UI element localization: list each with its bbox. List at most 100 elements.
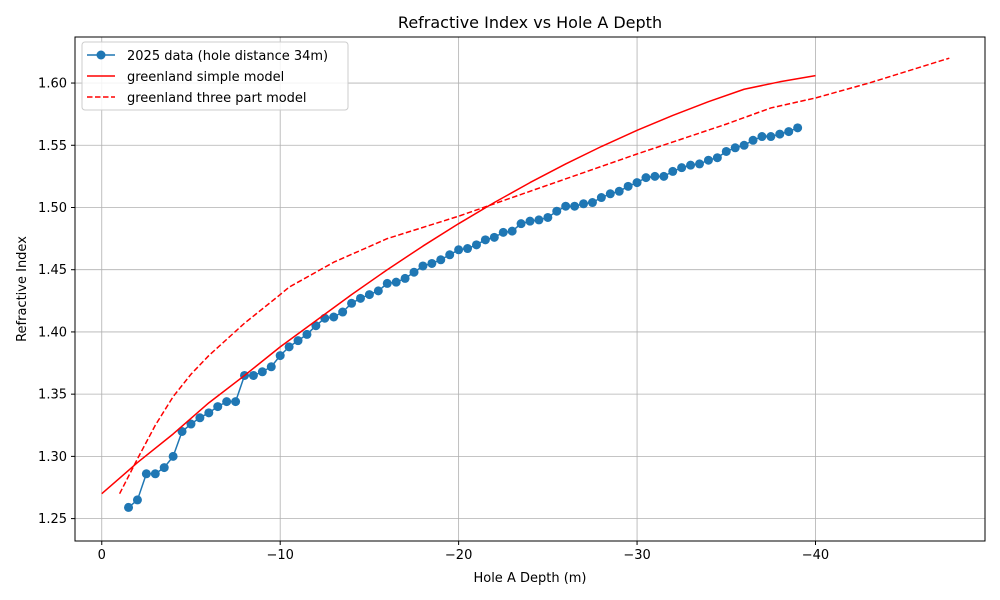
data-point bbox=[418, 261, 428, 271]
series-greenland-simple-model bbox=[101, 74, 816, 495]
x-tick-label: −10 bbox=[266, 548, 293, 563]
data-point bbox=[338, 307, 348, 317]
data-point bbox=[427, 258, 437, 268]
grid bbox=[75, 37, 985, 541]
data-point bbox=[248, 370, 258, 380]
x-tick-label: −30 bbox=[623, 548, 650, 563]
y-tick-label: 1.40 bbox=[38, 325, 67, 340]
data-point bbox=[364, 290, 374, 300]
data-point bbox=[668, 166, 678, 176]
legend-label-simple-model: greenland simple model bbox=[127, 70, 284, 85]
data-point bbox=[266, 362, 276, 372]
data-point bbox=[614, 186, 624, 196]
legend-label-data: 2025 data (hole distance 34m) bbox=[127, 49, 328, 64]
data-point bbox=[177, 426, 187, 436]
y-tick-label: 1.35 bbox=[38, 388, 67, 403]
data-point bbox=[463, 244, 473, 254]
data-point bbox=[721, 146, 731, 156]
data-point bbox=[159, 463, 169, 473]
data-point bbox=[302, 329, 312, 339]
data-point bbox=[632, 178, 642, 188]
data-point bbox=[150, 469, 160, 479]
data-point bbox=[141, 469, 151, 479]
series-greenland-three-part-model bbox=[118, 57, 950, 495]
data-point bbox=[480, 235, 490, 245]
data-point bbox=[382, 278, 392, 288]
data-point bbox=[293, 336, 303, 346]
data-point bbox=[659, 171, 669, 181]
data-point bbox=[329, 312, 339, 322]
series-layer bbox=[101, 57, 950, 512]
data-point bbox=[355, 293, 365, 303]
data-point bbox=[543, 212, 553, 222]
series-line-greenland-three-part-model bbox=[118, 57, 950, 495]
data-point bbox=[703, 155, 713, 165]
data-point bbox=[695, 159, 705, 169]
data-point bbox=[204, 408, 214, 418]
data-point bbox=[124, 502, 134, 512]
y-tick-label: 1.60 bbox=[38, 77, 67, 92]
data-point bbox=[748, 135, 758, 145]
data-point bbox=[552, 206, 562, 216]
y-tick-label: 1.45 bbox=[38, 263, 67, 278]
data-point bbox=[498, 227, 508, 237]
data-point bbox=[257, 367, 267, 377]
data-point bbox=[436, 255, 446, 265]
x-axis-label: Hole A Depth (m) bbox=[473, 571, 586, 586]
data-point bbox=[739, 140, 749, 150]
data-point bbox=[587, 198, 597, 208]
data-point bbox=[534, 215, 544, 225]
data-point bbox=[284, 342, 294, 352]
data-point bbox=[186, 419, 196, 429]
data-point bbox=[213, 402, 223, 412]
data-point bbox=[525, 216, 535, 226]
data-point bbox=[793, 123, 803, 133]
data-point bbox=[570, 201, 580, 211]
x-axis-ticks: 0 −10 −20 −30 −40 bbox=[98, 541, 829, 563]
data-point bbox=[775, 129, 785, 139]
data-point bbox=[231, 397, 241, 407]
legend-box bbox=[81, 41, 349, 111]
series-line-greenland-simple-model bbox=[101, 74, 816, 495]
x-tick-label: 0 bbox=[98, 548, 106, 563]
data-point bbox=[605, 189, 615, 199]
y-tick-label: 1.25 bbox=[38, 512, 67, 527]
data-point bbox=[391, 277, 401, 287]
legend-label-three-part-model: greenland three part model bbox=[127, 91, 307, 106]
data-point bbox=[712, 153, 722, 163]
data-point bbox=[471, 240, 481, 250]
data-point bbox=[195, 413, 205, 423]
data-point bbox=[454, 245, 464, 255]
data-point bbox=[730, 143, 740, 153]
data-point bbox=[489, 232, 499, 242]
y-tick-label: 1.30 bbox=[38, 450, 67, 465]
data-point bbox=[766, 132, 776, 142]
data-point bbox=[757, 132, 767, 142]
x-tick-label: −20 bbox=[445, 548, 472, 563]
legend: 2025 data (hole distance 34m) greenland … bbox=[81, 41, 349, 111]
data-point bbox=[445, 250, 455, 260]
y-axis-ticks: 1.25 1.30 1.35 1.40 1.45 1.50 1.55 1.60 bbox=[38, 77, 75, 527]
chart-title: Refractive Index vs Hole A Depth bbox=[398, 13, 662, 32]
series-line-data-2025 bbox=[128, 127, 798, 508]
data-point bbox=[168, 451, 178, 461]
series-data-2025 bbox=[124, 123, 803, 512]
data-point bbox=[561, 201, 571, 211]
data-point bbox=[311, 321, 321, 331]
data-point bbox=[507, 226, 517, 236]
x-tick-label: −40 bbox=[802, 548, 829, 563]
data-point bbox=[650, 171, 660, 181]
data-point bbox=[275, 351, 285, 361]
y-tick-label: 1.55 bbox=[38, 139, 67, 154]
data-point bbox=[400, 273, 410, 283]
plot-frame bbox=[74, 36, 986, 542]
y-tick-label: 1.50 bbox=[38, 201, 67, 216]
data-point bbox=[641, 173, 651, 183]
data-point bbox=[373, 286, 383, 296]
data-point bbox=[686, 160, 696, 170]
legend-marker-data bbox=[96, 50, 106, 60]
data-point bbox=[222, 397, 232, 407]
data-point bbox=[677, 163, 687, 173]
data-point bbox=[579, 199, 589, 209]
